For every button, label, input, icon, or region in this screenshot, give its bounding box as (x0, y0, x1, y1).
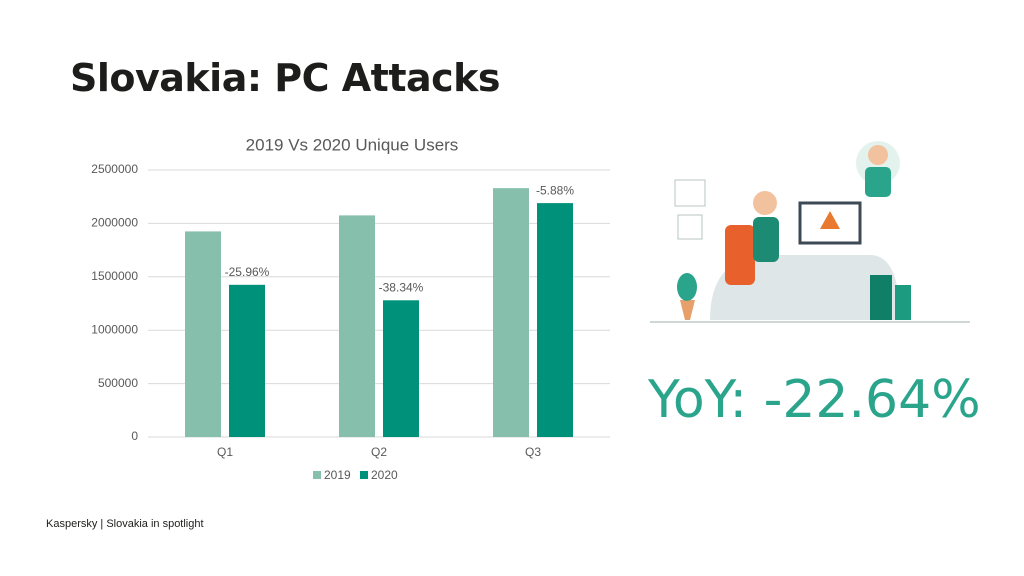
bar (229, 284, 265, 437)
pc-tower (895, 285, 911, 320)
warning-icon (820, 211, 840, 229)
y-tick-label: 1500000 (91, 269, 138, 283)
bar (537, 203, 573, 437)
footer: Kaspersky | Slovakia in spotlight (46, 518, 204, 530)
helper-head (868, 145, 888, 165)
person-head (753, 191, 777, 215)
slide-title: Slovakia: PC Attacks (70, 56, 501, 100)
chair (725, 225, 755, 285)
bar (383, 300, 419, 437)
pc-tower (870, 275, 892, 320)
desk (710, 255, 900, 320)
data-annotation: -25.96% (225, 265, 270, 279)
legend-swatch (313, 471, 321, 479)
bar (185, 231, 221, 437)
data-annotation: -38.34% (379, 280, 424, 294)
bar (339, 215, 375, 437)
data-annotation: -5.88% (536, 183, 574, 197)
legend-swatch (360, 471, 368, 479)
icon-frame (677, 214, 703, 240)
chart-title: 2019 Vs 2020 Unique Users (246, 135, 459, 154)
legend-label: 2019 (324, 468, 351, 482)
y-tick-label: 2000000 (91, 216, 138, 230)
kpi: YoY: -22.64% (648, 370, 981, 430)
legend-label: 2020 (371, 468, 398, 482)
x-tick-label: Q1 (217, 445, 233, 459)
bar (493, 188, 529, 437)
y-tick-label: 0 (131, 429, 138, 443)
plant-pot (680, 300, 695, 320)
x-tick-label: Q2 (371, 445, 387, 459)
y-tick-label: 500000 (98, 376, 138, 390)
illustration (650, 141, 970, 323)
icon-frame (674, 179, 706, 207)
y-tick-label: 2500000 (91, 162, 138, 176)
x-tick-label: Q3 (525, 445, 541, 459)
y-tick-label: 1000000 (91, 322, 138, 336)
person-body (753, 217, 779, 262)
helper-body (865, 167, 891, 197)
plant (677, 273, 697, 301)
